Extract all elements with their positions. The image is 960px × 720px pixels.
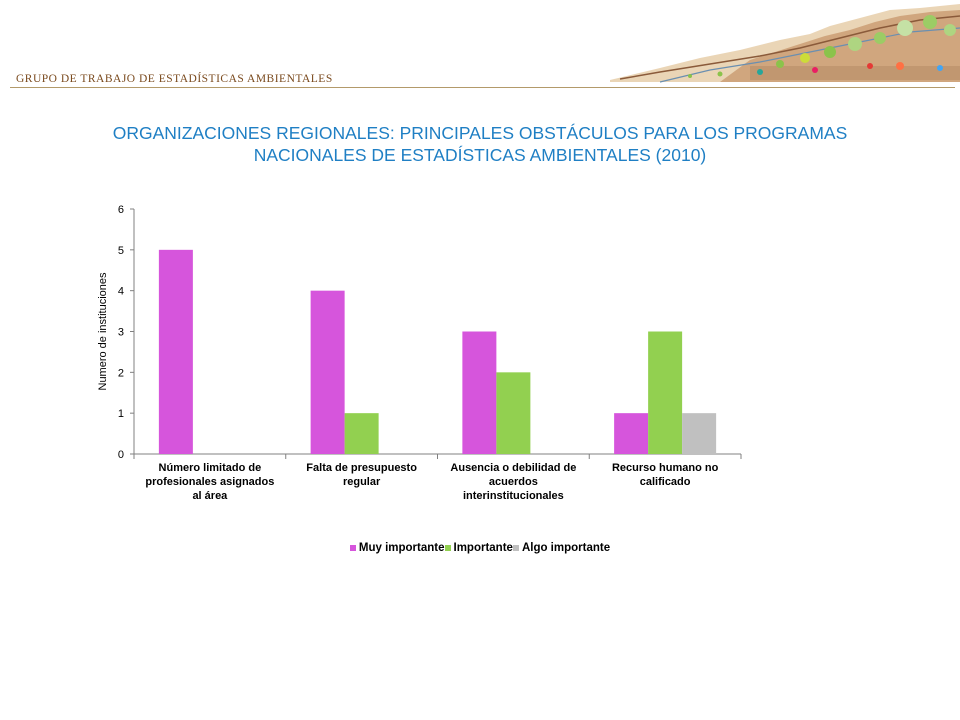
legend-swatch — [512, 545, 519, 551]
x-category-label: interinstitucionales — [463, 490, 564, 502]
page-title: ORGANIZACIONES REGIONALES: PRINCIPALES O… — [60, 122, 900, 166]
title-line-2: NACIONALES DE ESTADÍSTICAS AMBIENTALES (… — [253, 145, 707, 165]
bar-muy-importante — [614, 413, 649, 454]
y-tick-label: 3 — [118, 327, 124, 339]
legend-label: Importante — [453, 542, 513, 554]
chart-legend: Muy importante Importante Algo importante — [0, 542, 960, 554]
x-category-label: al área — [192, 490, 228, 502]
x-category-label: Recurso humano no — [612, 462, 719, 474]
y-tick-label: 1 — [118, 408, 124, 420]
legend-label: Algo importante — [521, 542, 611, 554]
decorative-banner-illustration — [610, 4, 960, 83]
legend-swatch — [349, 545, 356, 551]
bar-importante — [496, 372, 531, 454]
y-tick-label: 6 — [118, 204, 124, 216]
y-tick-label: 4 — [118, 286, 124, 298]
x-category-label: calificado — [640, 476, 691, 488]
bar-muy-importante — [158, 249, 193, 454]
y-tick-label: 5 — [118, 245, 124, 257]
x-category-label: Ausencia o debilidad de — [450, 462, 576, 474]
y-tick-label: 0 — [118, 449, 124, 461]
bar-importante — [344, 413, 379, 454]
bar-algo-importante — [682, 413, 717, 454]
x-category-label: Falta de presupuesto — [306, 462, 417, 474]
title-line-1: ORGANIZACIONES REGIONALES: PRINCIPALES O… — [112, 123, 848, 143]
legend-swatch — [444, 545, 451, 551]
x-category-label: profesionales asignados — [145, 476, 274, 488]
x-category-label: Número limitado de — [159, 462, 262, 474]
bar-muy-importante — [462, 331, 497, 454]
header-divider — [10, 87, 955, 88]
x-category-label: acuerdos — [489, 476, 538, 488]
bar-muy-importante — [310, 290, 345, 454]
bar-importante — [648, 331, 683, 454]
y-axis-label: Numero de instituciones — [97, 272, 109, 391]
legend-item: Algo importante — [512, 542, 611, 554]
y-tick-label: 2 — [118, 367, 124, 379]
legend-item: Importante — [444, 542, 513, 554]
header-label: GRUPO DE TRABAJO DE ESTADÍSTICAS AMBIENT… — [16, 73, 333, 85]
legend-item: Muy importante — [349, 542, 445, 554]
legend-label: Muy importante — [358, 542, 445, 554]
x-category-label: regular — [343, 476, 381, 488]
